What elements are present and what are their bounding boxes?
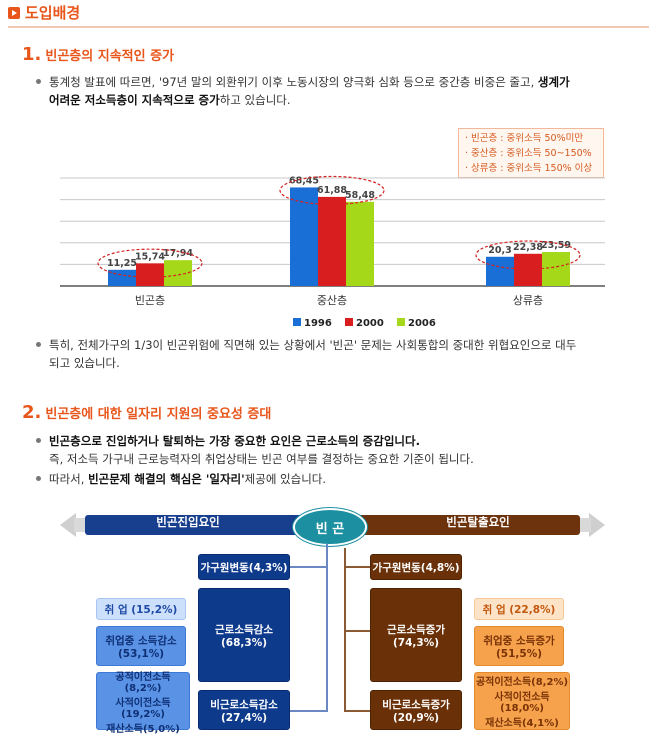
- legend-swatch: [293, 318, 301, 326]
- legend-label: 2006: [408, 318, 436, 329]
- entry-nonearned-income-decrease: 비근로소득감소 (27,4%): [198, 690, 290, 730]
- entry-earned-income-decrease: 근로소득감소 (68,3%): [198, 588, 290, 682]
- section1-title: 1. 빈곤층의 지속적인 증가: [22, 44, 174, 65]
- entry-income-decrease-while-employed: 취업중 소득감소 (53,1%): [96, 626, 186, 666]
- page-title: 도입배경: [25, 4, 81, 22]
- data-label: 20,3: [488, 245, 511, 256]
- exit-transfer-income: 공적이전소득(8,2%) 사적이전소득(18,0%) 재산소득(4,1%): [474, 672, 570, 730]
- bullet-dot-icon: [36, 476, 41, 481]
- category-label: 상류층: [513, 294, 543, 307]
- legend-line: · 상류층 : 중위소득 150% 이상: [465, 163, 593, 174]
- data-label: 58,48: [345, 190, 375, 201]
- entry-employment: 취 업 (15,2%): [96, 598, 186, 620]
- entry-transfer-income: 공적이전소득(8,2%) 사적이전소득(19,2%) 재산소득(5,0%): [96, 672, 190, 735]
- bar-2000-1: [318, 196, 346, 286]
- bar-1996-2: [486, 256, 514, 286]
- bar-2006-0: [164, 260, 192, 286]
- entry-household-change: 가구원변동(4,3%): [198, 554, 290, 580]
- category-label: 중산층: [317, 294, 347, 307]
- category-label: 빈곤층: [135, 294, 165, 307]
- legend-line: · 빈곤층 : 중위소득 50%미만: [465, 133, 584, 144]
- section2-title: 2. 빈곤층에 대한 일자리 지원의 중요성 증대: [22, 402, 271, 423]
- section1-number: 1.: [22, 44, 42, 65]
- section2-bullet2: 따라서, 빈곤문제 해결의 핵심은 '일자리'제공에 있습니다.: [36, 470, 646, 488]
- highlight-ellipse: [279, 175, 385, 206]
- bullet-dot-icon: [36, 79, 41, 84]
- right-arrow-icon: [589, 513, 605, 537]
- section1-bullet2: 특히, 전체가구의 1/3이 빈곤위험에 직면해 있는 상황에서 '빈곤' 문제…: [36, 336, 646, 372]
- data-label: 22,38: [513, 242, 543, 253]
- poverty-center-ellipse: 빈 곤: [293, 508, 367, 546]
- data-label: 11,25: [107, 258, 137, 269]
- legend-label: 2000: [356, 318, 384, 329]
- chart-definition-box: · 빈곤층 : 중위소득 50%미만 · 중산층 : 중위소득 50~150% …: [458, 128, 604, 178]
- exit-income-increase-while-employed: 취업중 소득증가 (51,5%): [474, 626, 564, 666]
- exit-employment: 취 업 (22,8%): [474, 598, 564, 620]
- section2-number: 2.: [22, 402, 42, 423]
- data-label: 68,45: [289, 175, 319, 186]
- page-header: [8, 4, 649, 28]
- entry-banner: [85, 515, 310, 535]
- bullet-dot-icon: [36, 342, 41, 347]
- arrow-box-icon: [8, 7, 20, 19]
- legend-swatch: [345, 318, 353, 326]
- legend-swatch: [397, 318, 405, 326]
- entry-banner-label: 빈곤진입요인: [156, 515, 220, 529]
- section2-bullet1: 빈곤층으로 진입하거나 탈퇴하는 가장 중요한 요인은 근로소득의 증감입니다.…: [36, 432, 646, 468]
- data-label: 61,88: [317, 185, 347, 196]
- left-arrow-icon: [60, 513, 76, 537]
- bar-2006-1: [346, 201, 374, 286]
- bar-1996-0: [108, 269, 136, 286]
- exit-banner: [355, 515, 580, 535]
- exit-earned-income-increase: 근로소득증가 (74,3%): [370, 588, 462, 682]
- legend-line: · 중산층 : 중위소득 50~150%: [465, 148, 592, 159]
- bar-2000-2: [514, 253, 542, 286]
- section2-title-text: 빈곤층에 대한 일자리 지원의 중요성 증대: [45, 407, 272, 422]
- section1-title-text: 빈곤층의 지속적인 증가: [45, 49, 175, 64]
- bar-2006-2: [542, 252, 570, 286]
- bullet-dot-icon: [36, 438, 41, 443]
- data-label: 15,74: [135, 251, 165, 262]
- legend-label: 1996: [304, 318, 332, 329]
- exit-household-change: 가구원변동(4,8%): [370, 554, 462, 580]
- section1-bullet1: 통계청 발표에 따르면, '97년 말의 외환위기 이후 노동시장의 양극화 심…: [36, 73, 636, 109]
- bar-1996-1: [290, 187, 318, 286]
- bar-2000-0: [136, 263, 164, 286]
- data-label: 17,94: [163, 248, 193, 259]
- exit-banner-label: 빈곤탈출요인: [446, 515, 510, 529]
- data-label: 23,59: [541, 240, 571, 251]
- exit-nonearned-income-increase: 비근로소득증가 (20,9%): [370, 690, 462, 730]
